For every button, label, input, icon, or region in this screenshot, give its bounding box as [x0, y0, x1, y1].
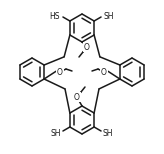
Text: O: O [74, 93, 80, 101]
Text: SH: SH [103, 130, 113, 138]
Text: HS: HS [50, 12, 60, 20]
Text: O: O [101, 67, 107, 77]
Text: SH: SH [51, 130, 61, 138]
Text: O: O [84, 43, 90, 51]
Text: SH: SH [104, 12, 114, 20]
Text: O: O [57, 67, 63, 77]
